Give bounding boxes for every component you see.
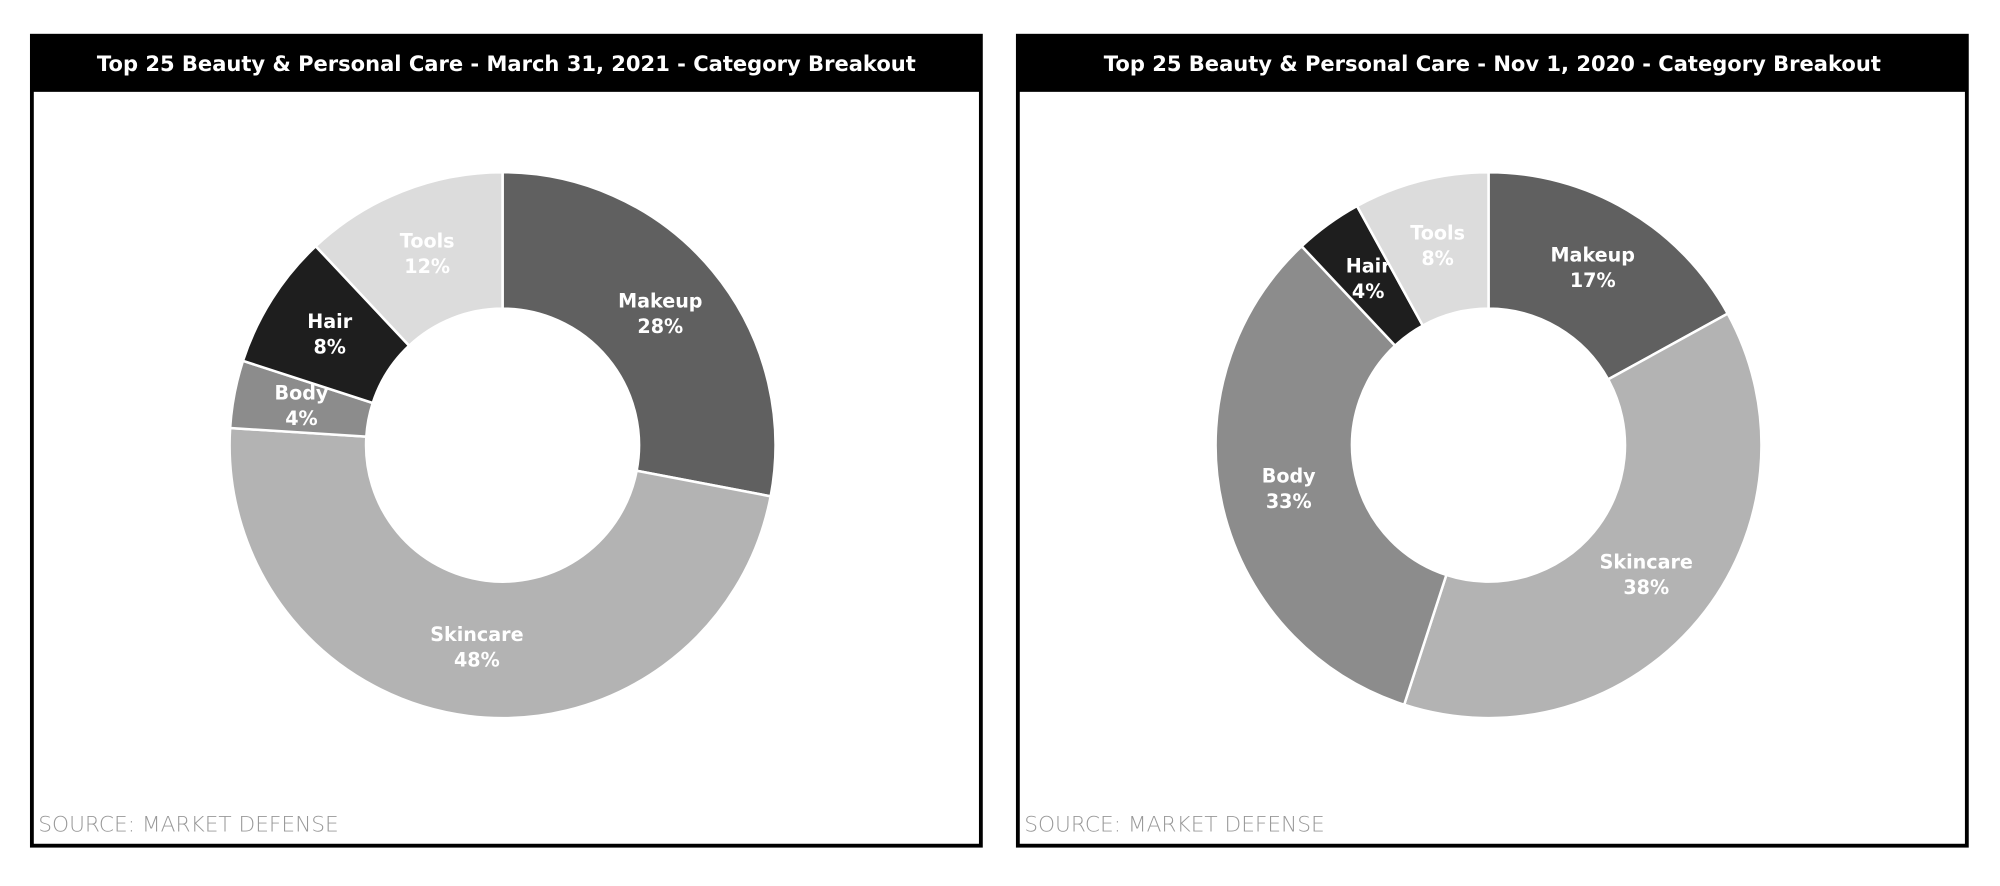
slice-value-label: 38% [1623,576,1669,599]
pie-slice [1214,244,1448,707]
slice-category-label: Makeup [618,289,702,312]
pie-slice [1487,170,1730,382]
chart-title: Top 25 Beauty & Personal Care - Nov 1, 2… [1104,51,1881,76]
slice-value-label: 12% [404,255,450,278]
slice-value-label: 48% [454,649,500,672]
panel-frame [1015,33,1969,848]
slice-category-label: Skincare [430,623,523,646]
slice-value-label: 4% [1352,280,1384,303]
slice-category-label: Hair [307,310,352,333]
chart-title: Top 25 Beauty & Personal Care - March 31… [97,51,916,76]
slice-category-label: Tools [400,230,455,253]
slice-value-label: 33% [1266,490,1312,513]
panel-frame [29,33,983,848]
pie-slice [1355,170,1490,328]
pie-slice [501,170,777,498]
slice-category-label: Hair [1346,254,1391,277]
pie-slice [313,170,504,348]
slice-value-label: 17% [1570,269,1616,292]
slice-value-label: 8% [1421,247,1453,270]
panel-header [31,35,981,92]
panel-header [1017,35,1967,92]
slice-category-label: Body [275,382,329,405]
slice-category-label: Tools [1410,222,1465,245]
slice-value-label: 4% [285,407,317,430]
pie-slice [228,426,773,720]
slice-category-label: Makeup [1551,244,1635,267]
slice-value-label: 8% [313,336,345,359]
source-note: SOURCE: MARKET DEFENSE [38,812,339,837]
pie-slice [1402,311,1763,720]
slice-category-label: Body [1262,465,1316,488]
slice-category-label: Skincare [1600,550,1693,573]
source-note: SOURCE: MARKET DEFENSE [1024,812,1325,837]
slice-value-label: 28% [637,315,683,338]
